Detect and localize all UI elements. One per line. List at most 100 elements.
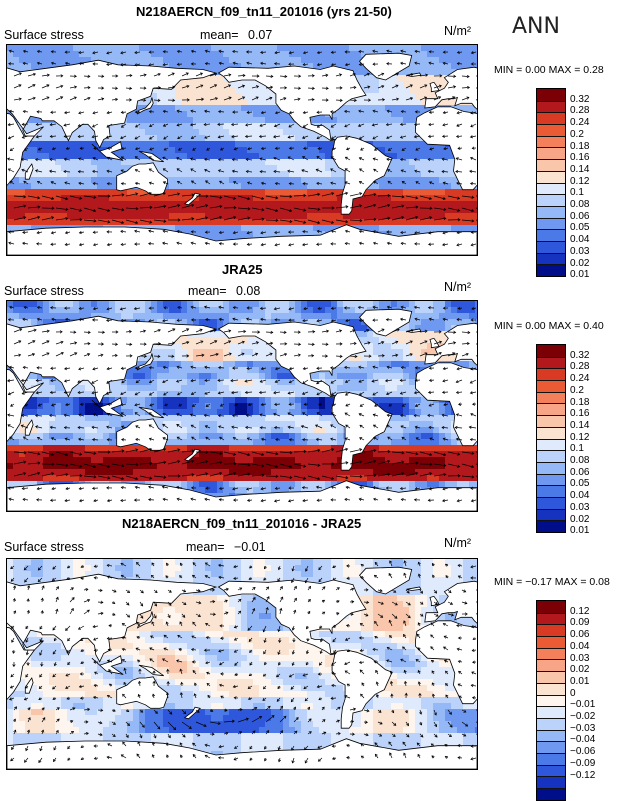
- field-cell: [427, 219, 434, 226]
- panel2-map-svg: [7, 301, 477, 511]
- field-cell: [139, 457, 146, 464]
- colorbar-tick-label: 0.04: [570, 235, 589, 245]
- field-cell: [145, 373, 152, 380]
- field-cell: [43, 141, 50, 148]
- field-cell: [361, 105, 368, 112]
- field-cell: [43, 159, 50, 166]
- field-cell: [67, 57, 74, 64]
- field-cell: [433, 189, 440, 196]
- field-cell: [223, 117, 230, 124]
- field-cell: [37, 141, 44, 148]
- field-cell: [97, 469, 104, 476]
- field-cell: [25, 469, 32, 476]
- field-cell: [367, 213, 374, 220]
- field-cell: [331, 45, 338, 52]
- field-cell: [295, 177, 302, 184]
- field-cell: [133, 45, 140, 52]
- field-cell: [229, 51, 236, 58]
- field-cell: [43, 451, 50, 458]
- field-cell: [37, 445, 44, 452]
- field-cell: [397, 87, 404, 94]
- field-cell: [313, 135, 320, 142]
- field-cell: [253, 93, 260, 100]
- field-cell: [457, 225, 464, 232]
- field-cell: [115, 201, 122, 208]
- field-cell: [163, 373, 170, 380]
- field-cell: [49, 397, 56, 404]
- field-cell: [187, 129, 194, 136]
- field-cell: [73, 177, 80, 184]
- field-cell: [259, 45, 266, 52]
- field-cell: [307, 45, 314, 52]
- field-cell: [103, 189, 110, 196]
- field-cell: [55, 213, 62, 220]
- field-cell: [127, 201, 134, 208]
- field-cell: [73, 301, 80, 308]
- field-cell: [73, 213, 80, 220]
- field-cell: [385, 117, 392, 124]
- colorbar-tick-label: 0.06: [570, 212, 589, 222]
- field-cell: [67, 141, 74, 148]
- field-cell: [475, 45, 477, 52]
- field-cell: [169, 421, 176, 428]
- field-cell: [223, 195, 230, 202]
- field-cell: [361, 117, 368, 124]
- field-cell: [325, 57, 332, 64]
- field-cell: [289, 189, 296, 196]
- field-cell: [181, 225, 188, 232]
- field-cell: [253, 45, 260, 52]
- field-cell: [283, 147, 290, 154]
- field-cell: [199, 51, 206, 58]
- field-cell: [409, 135, 416, 142]
- field-cell: [169, 51, 176, 58]
- field-cell: [127, 123, 134, 130]
- field-cell: [415, 201, 422, 208]
- field-cell: [97, 177, 104, 184]
- field-cell: [31, 195, 38, 202]
- field-cell: [385, 99, 392, 106]
- field-cell: [91, 445, 98, 452]
- field-cell: [193, 153, 200, 160]
- panel1-colorbar-box: [536, 88, 566, 277]
- field-cell: [211, 45, 218, 52]
- field-cell: [349, 105, 356, 112]
- colorbar-tick-label: 0.01: [570, 270, 589, 280]
- field-cell: [427, 45, 434, 52]
- field-cell: [229, 135, 236, 142]
- field-cell: [133, 129, 140, 136]
- field-cell: [187, 225, 194, 232]
- field-cell: [247, 129, 254, 136]
- field-cell: [253, 195, 260, 202]
- field-cell: [103, 141, 110, 148]
- field-cell: [247, 105, 254, 112]
- field-cell: [391, 129, 398, 136]
- field-cell: [253, 51, 260, 58]
- field-cell: [181, 213, 188, 220]
- field-cell: [475, 213, 477, 220]
- field-cell: [55, 45, 62, 52]
- field-cell: [67, 439, 74, 446]
- field-cell: [223, 45, 230, 52]
- field-cell: [61, 301, 68, 308]
- field-cell: [115, 207, 122, 214]
- field-cell: [283, 153, 290, 160]
- field-cell: [379, 123, 386, 130]
- field-cell: [361, 129, 368, 136]
- field-cell: [133, 457, 140, 464]
- field-cell: [43, 391, 50, 398]
- field-cell: [169, 159, 176, 166]
- field-cell: [55, 397, 62, 404]
- field-cell: [325, 141, 332, 148]
- field-cell: [355, 129, 362, 136]
- field-cell: [283, 177, 290, 184]
- field-cell: [169, 135, 176, 142]
- field-cell: [193, 141, 200, 148]
- field-cell: [127, 195, 134, 202]
- field-cell: [115, 451, 122, 458]
- field-cell: [391, 45, 398, 52]
- field-cell: [433, 195, 440, 202]
- field-cell: [223, 225, 230, 232]
- field-cell: [157, 385, 164, 392]
- field-cell: [133, 201, 140, 208]
- field-cell: [25, 213, 32, 220]
